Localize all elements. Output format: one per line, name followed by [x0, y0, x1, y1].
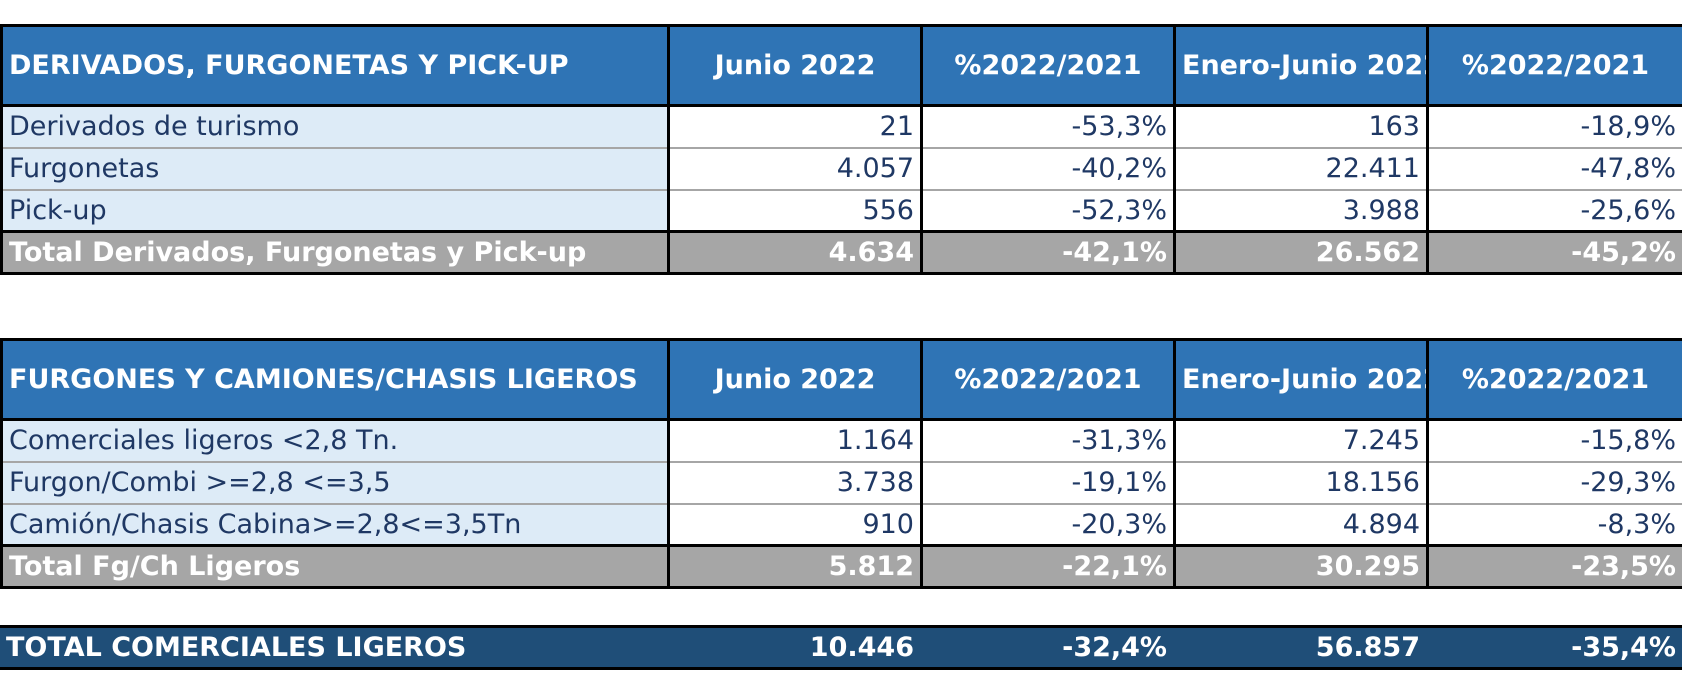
- month-pct: -19,1%: [920, 461, 1176, 505]
- ytd-pct: -8,3%: [1426, 503, 1682, 547]
- header-ytd: Enero-Junio 2022: [1173, 24, 1429, 107]
- month-pct: -53,3%: [920, 105, 1176, 149]
- total-ytd-value: 30.295: [1173, 544, 1429, 589]
- total-month-value: 4.634: [667, 230, 923, 275]
- table-header-row: FURGONES Y CAMIONES/CHASIS LIGEROS Junio…: [0, 338, 1682, 421]
- ytd-value: 3.988: [1173, 189, 1429, 233]
- grand-total-ytd-value: 56.857: [1173, 625, 1426, 670]
- month-pct: -40,2%: [920, 147, 1176, 191]
- total-month-pct: -42,1%: [920, 230, 1176, 275]
- row-label: Derivados de turismo: [0, 105, 670, 149]
- ytd-pct: -25,6%: [1426, 189, 1682, 233]
- header-ytd-pct: %2022/2021: [1426, 24, 1682, 107]
- header-category: DERIVADOS, FURGONETAS Y PICK-UP: [0, 24, 670, 107]
- total-ytd-pct: -23,5%: [1426, 544, 1682, 589]
- row-label: Pick-up: [0, 189, 670, 233]
- ytd-pct: -18,9%: [1426, 105, 1682, 149]
- table-row: Derivados de turismo 21 -53,3% 163 -18,9…: [0, 105, 1682, 149]
- total-month-value: 5.812: [667, 544, 923, 589]
- header-category: FURGONES Y CAMIONES/CHASIS LIGEROS: [0, 338, 670, 421]
- row-label: Camión/Chasis Cabina>=2,8<=3,5Tn: [0, 503, 670, 547]
- ytd-pct: -47,8%: [1426, 147, 1682, 191]
- grand-total-table: TOTAL COMERCIALES LIGEROS 10.446 -32,4% …: [0, 625, 1682, 670]
- ytd-pct: -15,8%: [1426, 419, 1682, 463]
- furgones-table: FURGONES Y CAMIONES/CHASIS LIGEROS Junio…: [0, 338, 1682, 589]
- month-pct: -52,3%: [920, 189, 1176, 233]
- total-label: Total Fg/Ch Ligeros: [0, 544, 670, 589]
- ytd-value: 4.894: [1173, 503, 1429, 547]
- header-ytd: Enero-Junio 2022: [1173, 338, 1429, 421]
- ytd-pct: -29,3%: [1426, 461, 1682, 505]
- month-pct: -20,3%: [920, 503, 1176, 547]
- month-value: 21: [667, 105, 923, 149]
- row-label: Furgon/Combi >=2,8 <=3,5: [0, 461, 670, 505]
- grand-total-label: TOTAL COMERCIALES LIGEROS: [0, 625, 667, 670]
- month-value: 556: [667, 189, 923, 233]
- month-value: 1.164: [667, 419, 923, 463]
- row-label: Comerciales ligeros <2,8 Tn.: [0, 419, 670, 463]
- table-row: Camión/Chasis Cabina>=2,8<=3,5Tn 910 -20…: [0, 503, 1682, 547]
- row-label: Furgonetas: [0, 147, 670, 191]
- total-row: Total Fg/Ch Ligeros 5.812 -22,1% 30.295 …: [0, 544, 1682, 589]
- ytd-value: 22.411: [1173, 147, 1429, 191]
- ytd-value: 18.156: [1173, 461, 1429, 505]
- grand-total-row: TOTAL COMERCIALES LIGEROS 10.446 -32,4% …: [0, 625, 1682, 670]
- total-ytd-pct: -45,2%: [1426, 230, 1682, 275]
- ytd-value: 163: [1173, 105, 1429, 149]
- grand-total-month-pct: -32,4%: [920, 625, 1173, 670]
- table-row: Pick-up 556 -52,3% 3.988 -25,6%: [0, 189, 1682, 233]
- header-month-pct: %2022/2021: [920, 338, 1176, 421]
- month-value: 4.057: [667, 147, 923, 191]
- table-row: Furgonetas 4.057 -40,2% 22.411 -47,8%: [0, 147, 1682, 191]
- derivados-table: DERIVADOS, FURGONETAS Y PICK-UP Junio 20…: [0, 24, 1682, 275]
- month-value: 3.738: [667, 461, 923, 505]
- ytd-value: 7.245: [1173, 419, 1429, 463]
- total-month-pct: -22,1%: [920, 544, 1176, 589]
- month-pct: -31,3%: [920, 419, 1176, 463]
- header-month: Junio 2022: [667, 24, 923, 107]
- total-label: Total Derivados, Furgonetas y Pick-up: [0, 230, 670, 275]
- grand-total-month-value: 10.446: [667, 625, 920, 670]
- grand-total-ytd-pct: -35,4%: [1426, 625, 1682, 670]
- table-header-row: DERIVADOS, FURGONETAS Y PICK-UP Junio 20…: [0, 24, 1682, 107]
- month-value: 910: [667, 503, 923, 547]
- total-row: Total Derivados, Furgonetas y Pick-up 4.…: [0, 230, 1682, 275]
- header-month: Junio 2022: [667, 338, 923, 421]
- total-ytd-value: 26.562: [1173, 230, 1429, 275]
- header-month-pct: %2022/2021: [920, 24, 1176, 107]
- table-row: Furgon/Combi >=2,8 <=3,5 3.738 -19,1% 18…: [0, 461, 1682, 505]
- header-ytd-pct: %2022/2021: [1426, 338, 1682, 421]
- table-row: Comerciales ligeros <2,8 Tn. 1.164 -31,3…: [0, 419, 1682, 463]
